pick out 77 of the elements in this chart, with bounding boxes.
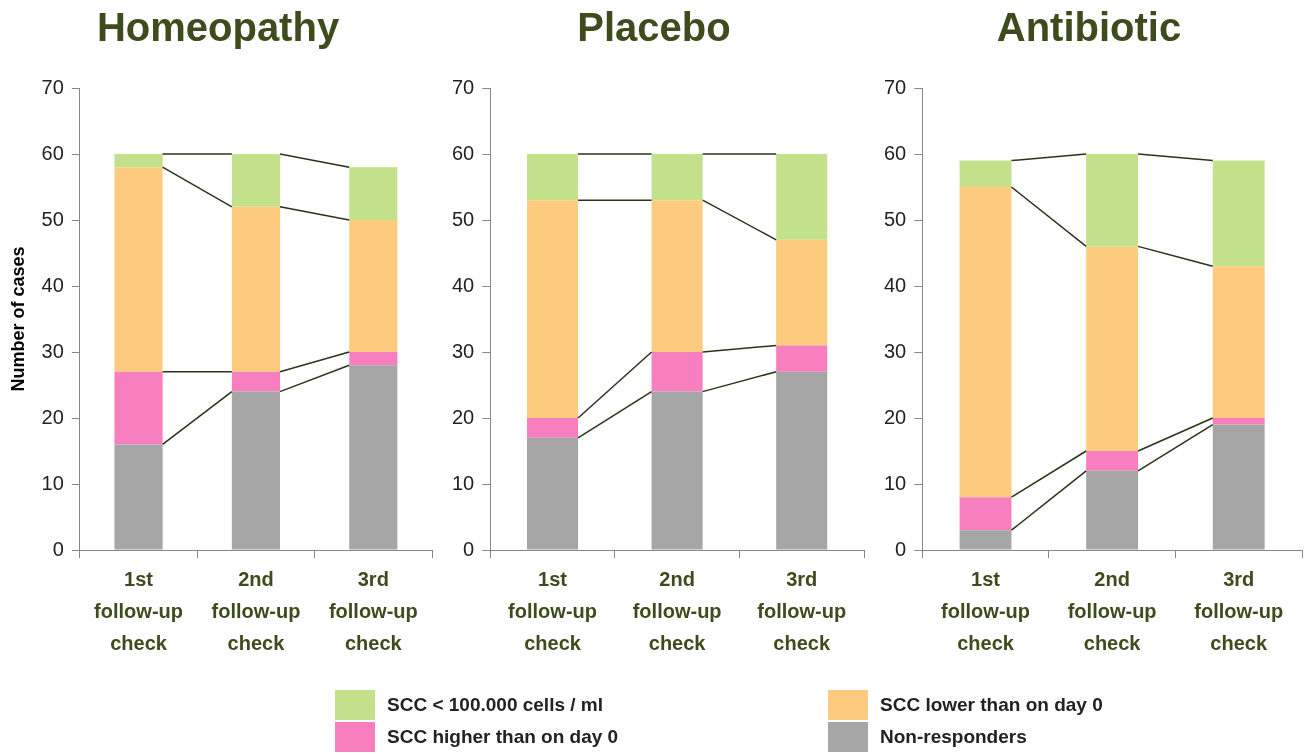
y-axis-title: Number of cases bbox=[7, 246, 28, 392]
y-tick-label: 30 bbox=[884, 339, 907, 362]
y-tick-label: 60 bbox=[884, 141, 907, 164]
legend-label: Non-responders bbox=[880, 726, 1027, 748]
bar bbox=[349, 167, 398, 220]
y-tick-label: 10 bbox=[41, 471, 64, 494]
bar bbox=[231, 206, 280, 372]
y-tick-label: 70 bbox=[452, 75, 475, 98]
bar bbox=[527, 200, 579, 418]
bar bbox=[114, 167, 163, 372]
bar bbox=[1212, 266, 1265, 418]
bar bbox=[959, 497, 1012, 531]
bar bbox=[651, 352, 703, 392]
bar bbox=[1086, 246, 1139, 451]
bar bbox=[349, 365, 398, 550]
bar bbox=[349, 352, 398, 366]
bar bbox=[527, 418, 579, 438]
y-tick-label: 20 bbox=[452, 405, 475, 428]
y-tick-label: 30 bbox=[41, 339, 64, 362]
y-tick-label: 40 bbox=[884, 273, 907, 296]
bar bbox=[527, 154, 579, 201]
bar bbox=[651, 391, 703, 550]
bar bbox=[231, 154, 280, 207]
y-tick-label: 60 bbox=[452, 141, 475, 164]
y-tick-label: 50 bbox=[884, 207, 907, 230]
bar bbox=[959, 160, 1012, 187]
chart-title: Homeopathy bbox=[96, 5, 340, 50]
y-tick-label: 40 bbox=[452, 273, 475, 296]
bar bbox=[776, 239, 828, 346]
legend-label: SCC lower than on day 0 bbox=[880, 694, 1103, 716]
chart-title: Antibiotic bbox=[996, 5, 1182, 50]
x-tick-label: 3rd follow-up check bbox=[328, 567, 418, 654]
x-tick-label: 2nd follow-up check bbox=[211, 567, 301, 654]
chart-title: Placebo bbox=[577, 5, 731, 50]
x-tick-label: 1st follow-up check bbox=[94, 567, 183, 654]
bar bbox=[114, 154, 163, 168]
bar bbox=[1212, 424, 1265, 550]
bar bbox=[1086, 154, 1139, 247]
x-tick-label: 3rd follow-up check bbox=[1194, 567, 1284, 654]
bar bbox=[231, 391, 280, 550]
y-tick-label: 70 bbox=[884, 75, 907, 98]
legend-label: SCC < 100.000 cells / ml bbox=[387, 694, 603, 716]
y-tick-label: 20 bbox=[41, 405, 64, 428]
bar bbox=[231, 371, 280, 392]
bar bbox=[527, 437, 579, 550]
y-tick-label: 70 bbox=[41, 75, 64, 98]
bar bbox=[959, 187, 1012, 498]
bar bbox=[1086, 451, 1139, 471]
y-tick-label: 0 bbox=[895, 537, 907, 560]
x-tick-label: 2nd follow-up check bbox=[632, 567, 722, 654]
bar bbox=[651, 154, 703, 201]
y-tick-label: 20 bbox=[884, 405, 907, 428]
bar bbox=[114, 444, 163, 550]
bar bbox=[114, 371, 163, 445]
y-tick-label: 0 bbox=[463, 537, 475, 560]
y-tick-label: 10 bbox=[884, 471, 907, 494]
bar bbox=[1212, 160, 1265, 267]
bar bbox=[776, 371, 828, 550]
y-tick-label: 60 bbox=[41, 141, 64, 164]
x-tick-label: 1st follow-up check bbox=[941, 567, 1030, 654]
x-tick-label: 3rd follow-up check bbox=[757, 567, 847, 654]
x-tick-label: 1st follow-up check bbox=[508, 567, 597, 654]
bar bbox=[1086, 470, 1139, 550]
legend-label: SCC higher than on day 0 bbox=[387, 726, 619, 748]
x-tick-label: 2nd follow-up check bbox=[1067, 567, 1157, 654]
y-tick-label: 30 bbox=[452, 339, 475, 362]
bar bbox=[959, 530, 1012, 550]
bar bbox=[1212, 418, 1265, 425]
y-tick-label: 40 bbox=[41, 273, 64, 296]
bar bbox=[776, 154, 828, 240]
y-tick-label: 0 bbox=[52, 537, 64, 560]
y-tick-label: 10 bbox=[452, 471, 475, 494]
bar bbox=[349, 220, 398, 352]
bar bbox=[776, 345, 828, 372]
y-tick-label: 50 bbox=[452, 207, 475, 230]
bar bbox=[651, 200, 703, 352]
y-tick-label: 50 bbox=[41, 207, 64, 230]
